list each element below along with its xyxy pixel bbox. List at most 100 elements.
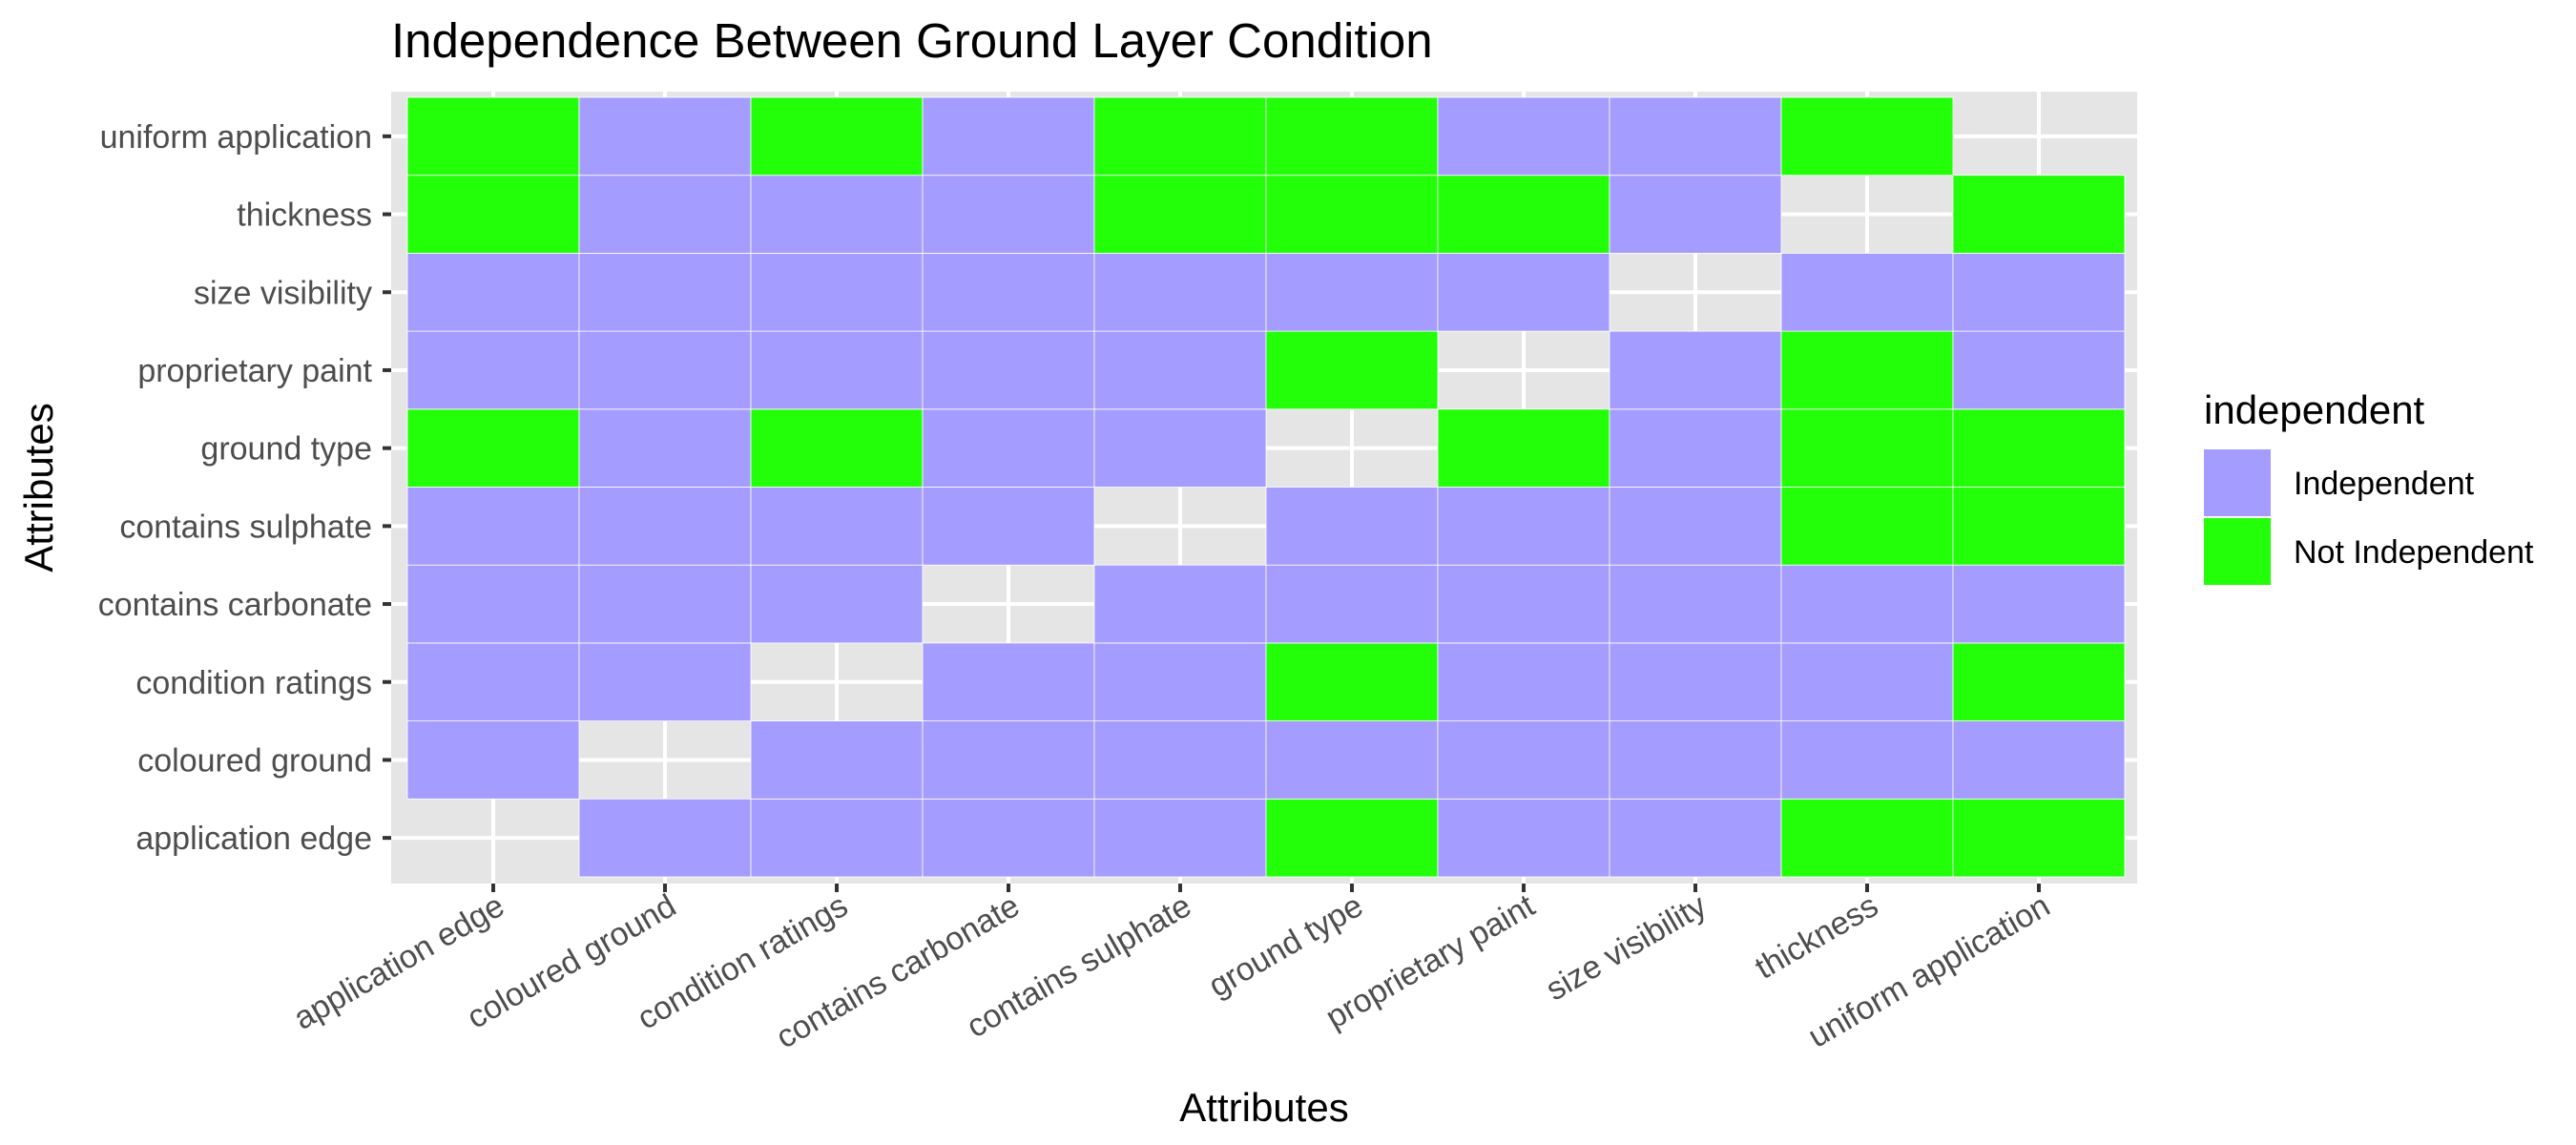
heatmap-cell — [1093, 408, 1267, 488]
heatmap-cell — [406, 564, 580, 644]
heatmap-cell — [750, 408, 924, 488]
heatmap-cell — [750, 487, 924, 566]
heatmap-cell — [406, 720, 580, 800]
heatmap-cell — [1265, 487, 1439, 566]
heatmap-cell — [1265, 720, 1439, 800]
heatmap-cell — [750, 330, 924, 410]
y-tick-label: contains carbonate — [98, 587, 372, 623]
x-tick-label: size visibility — [1540, 887, 1713, 1008]
heatmap-cell — [1780, 798, 1954, 878]
heatmap-cell — [1265, 564, 1439, 644]
heatmap-cell — [1265, 96, 1439, 177]
y-tick-label: ground type — [200, 431, 372, 468]
y-axis: application edge coloured ground condition… — [98, 119, 391, 857]
y-tick-label: condition ratings — [135, 665, 372, 701]
heatmap-cell — [578, 252, 752, 332]
heatmap-cell — [1437, 252, 1610, 332]
heatmap-cell — [578, 487, 752, 566]
heatmap-cell — [406, 252, 580, 332]
heatmap-cell — [750, 96, 924, 177]
heatmap-cell — [922, 408, 1095, 488]
heatmap-cell — [406, 330, 580, 410]
heatmap-cell — [1952, 408, 2126, 488]
x-tick-label: ground type — [1202, 887, 1369, 1005]
heatmap-cell — [750, 175, 924, 254]
heatmap-cell — [750, 720, 924, 800]
legend-entries: Independent Not Independent — [2204, 449, 2534, 585]
heatmap-cell — [406, 487, 580, 566]
legend-swatch — [2204, 518, 2271, 585]
heatmap-cell — [1265, 330, 1439, 410]
heatmap-cell — [1093, 564, 1267, 644]
heatmap-cell — [1437, 798, 1610, 878]
heatmap-cell — [1265, 798, 1439, 878]
heatmap-cell — [1609, 175, 1782, 254]
y-axis-title: Attributes — [16, 403, 61, 572]
heatmap-cell — [1780, 487, 1954, 566]
heatmap-cell — [1437, 96, 1610, 177]
heatmap-cell — [1952, 564, 2126, 644]
heatmap-cell — [1265, 252, 1439, 332]
heatmap-cell — [1780, 642, 1954, 722]
heatmap-cell — [1093, 252, 1267, 332]
heatmap-cell — [1609, 642, 1782, 722]
heatmap-cell — [1609, 564, 1782, 644]
x-axis-title: Attributes — [1179, 1085, 1348, 1130]
heatmap-cell — [406, 96, 580, 177]
legend-label: Independent — [2294, 466, 2475, 502]
heatmap-cell — [1437, 564, 1610, 644]
heatmap-cell — [406, 175, 580, 254]
heatmap-cell — [750, 564, 924, 644]
y-tick-label: coloured ground — [137, 742, 372, 779]
y-tick-label: uniform application — [100, 119, 372, 156]
heatmap-cell — [1437, 642, 1610, 722]
heatmap-cell — [578, 96, 752, 177]
heatmap-cell — [1952, 487, 2126, 566]
heatmap-cell — [750, 252, 924, 332]
heatmap-cell — [1952, 175, 2126, 254]
heatmap-cell — [1265, 642, 1439, 722]
heatmap-cell — [1952, 252, 2126, 332]
y-tick-label: proprietary paint — [137, 353, 372, 389]
heatmap-cell — [1265, 175, 1439, 254]
y-tick-label: contains sulphate — [119, 509, 372, 545]
heatmap-cell — [578, 408, 752, 488]
legend-title: independent — [2204, 387, 2425, 432]
heatmap-cell — [1780, 564, 1954, 644]
heatmap-cell — [1093, 798, 1267, 878]
heatmap-cell — [578, 175, 752, 254]
heatmap-cell — [1780, 96, 1954, 177]
legend-swatch — [2204, 449, 2271, 516]
heatmap-cell — [1609, 487, 1782, 566]
x-tick-label: thickness — [1749, 887, 1884, 987]
heatmap-cell — [1093, 175, 1267, 254]
heatmap-cell — [1437, 720, 1610, 800]
heatmap-cell — [1780, 330, 1954, 410]
heatmap-cell — [1609, 330, 1782, 410]
heatmap-cell — [1952, 720, 2126, 800]
heatmap-cell — [750, 798, 924, 878]
heatmap-cell — [1437, 487, 1610, 566]
heatmap-cell — [922, 798, 1095, 878]
heatmap-cell — [578, 564, 752, 644]
heatmap-cell — [406, 642, 580, 722]
heatmap-cell — [922, 642, 1095, 722]
y-tick-label: thickness — [237, 198, 372, 234]
heatmap-cell — [1437, 408, 1610, 488]
heatmap-cell — [1952, 798, 2126, 878]
heatmap-cell — [578, 798, 752, 878]
heatmap-cell — [406, 408, 580, 488]
y-tick-label: size visibility — [194, 275, 372, 311]
heatmap-cell — [922, 96, 1095, 177]
heatmap-cell — [1952, 642, 2126, 722]
heatmap-cell — [1609, 96, 1782, 177]
heatmap-cell — [1780, 408, 1954, 488]
heatmap-cell — [922, 720, 1095, 800]
chart-title: Independence Between Ground Layer Condit… — [391, 13, 1433, 68]
legend-label: Not Independent — [2294, 534, 2534, 571]
heatmap-cell — [1609, 408, 1782, 488]
heatmap-cell — [1093, 96, 1267, 177]
heatmap-cell — [922, 330, 1095, 410]
